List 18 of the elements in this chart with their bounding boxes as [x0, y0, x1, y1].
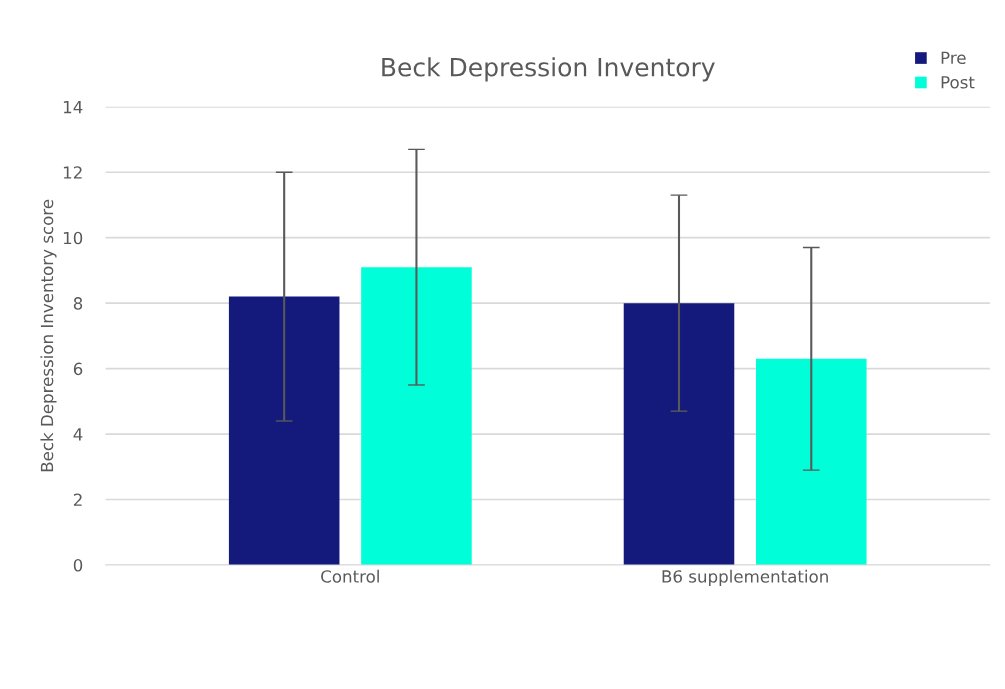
bar	[228, 296, 340, 565]
legend-label: Pre	[941, 51, 966, 65]
bar	[361, 267, 472, 565]
y-axis-title: Beck Depression Inventory score	[40, 199, 57, 472]
bar	[755, 358, 867, 565]
y-tick-label: 2	[73, 493, 82, 506]
chart-title: Beck Depression Inventory	[382, 57, 715, 82]
y-tick-label: 0	[73, 558, 83, 572]
y-tick-label: 12	[63, 166, 82, 179]
y-tick-label: 4	[73, 428, 83, 441]
bar	[623, 303, 735, 565]
x-tick-label: B6 supplementation	[662, 569, 828, 586]
legend-label: Post	[941, 76, 975, 89]
y-tick-label: 8	[73, 297, 83, 310]
y-tick-label: 10	[63, 231, 83, 245]
x-tick-label: Control	[321, 569, 379, 583]
y-tick-label: 6	[73, 362, 83, 376]
y-tick-label: 14	[63, 100, 83, 114]
